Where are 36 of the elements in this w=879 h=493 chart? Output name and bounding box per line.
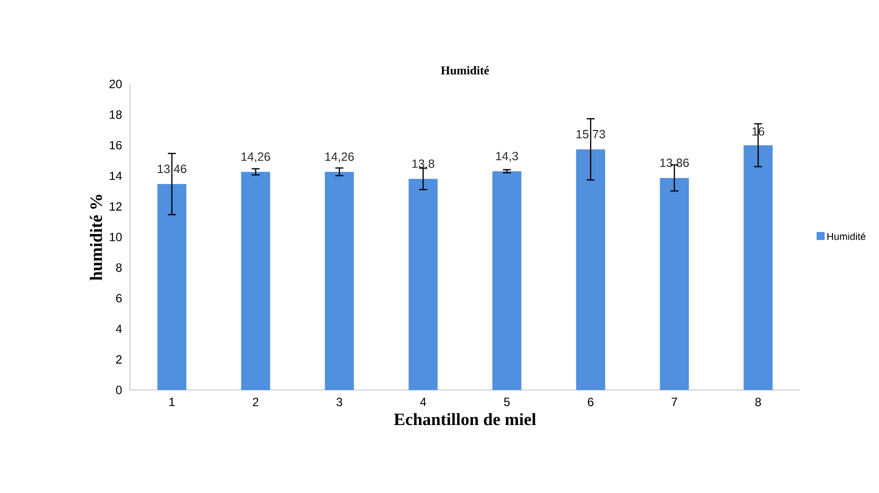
x-axis-title: Echantillon de miel [394, 413, 536, 426]
x-tick-label: 2 [252, 398, 258, 406]
bar [157, 184, 186, 390]
y-tick-label: 8 [116, 263, 122, 272]
x-tick-label: 7 [672, 398, 678, 406]
x-tick-label: 5 [504, 398, 510, 406]
y-tick-label: 0 [116, 386, 122, 394]
data-label: 13,8 [412, 159, 434, 170]
x-tick-label: 8 [755, 398, 761, 406]
x-tick-label: 1 [169, 398, 175, 406]
x-tick-label: 3 [336, 398, 342, 406]
legend-label: Humidité [827, 232, 866, 240]
y-tick-label: 20 [110, 80, 122, 88]
y-tick-label: 12 [110, 202, 122, 211]
y-axis-title: humidité % [90, 194, 102, 280]
data-label: 14,3 [496, 152, 518, 162]
y-tick-label: 4 [116, 324, 122, 333]
bar [744, 145, 773, 390]
x-tick-label: 6 [588, 398, 594, 406]
bar [241, 172, 270, 390]
bar [660, 178, 689, 390]
y-tick-label: 18 [110, 110, 122, 119]
chart-title: Humidité [440, 66, 489, 74]
y-tick-label: 14 [110, 172, 122, 180]
bar [408, 178, 438, 390]
data-label: 14,26 [242, 152, 270, 162]
y-tick-label: 2 [116, 355, 122, 364]
bar [324, 172, 354, 390]
y-tick-label: 6 [116, 294, 122, 302]
data-label: 14,26 [325, 152, 354, 162]
bar [492, 171, 522, 390]
y-tick-label: 10 [110, 232, 122, 242]
x-tick-label: 4 [420, 398, 426, 406]
data-label: 13,86 [660, 158, 689, 168]
bar [576, 149, 606, 390]
y-tick-label: 16 [110, 140, 122, 150]
